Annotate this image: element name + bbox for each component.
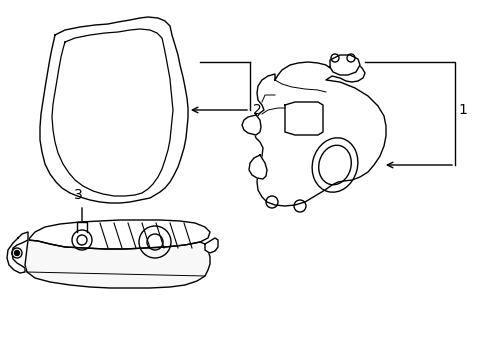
Polygon shape [7, 232, 28, 273]
Polygon shape [329, 55, 359, 75]
Polygon shape [25, 240, 209, 288]
Polygon shape [253, 62, 385, 206]
Polygon shape [285, 102, 323, 135]
Text: 1: 1 [457, 103, 466, 117]
Text: 2: 2 [252, 103, 261, 117]
Polygon shape [204, 238, 218, 253]
Polygon shape [242, 115, 261, 135]
Circle shape [15, 251, 20, 256]
Text: 3: 3 [74, 188, 82, 202]
Polygon shape [248, 155, 266, 179]
Polygon shape [40, 17, 187, 203]
Polygon shape [28, 220, 209, 249]
